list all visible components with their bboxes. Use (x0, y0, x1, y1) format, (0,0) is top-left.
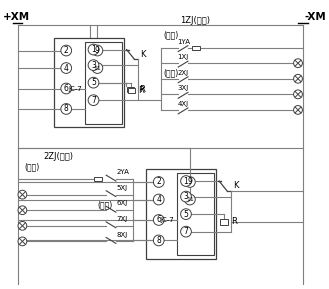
Text: 1: 1 (184, 177, 189, 186)
Text: K: K (233, 181, 238, 190)
Text: K: K (140, 50, 146, 59)
Text: 3: 3 (184, 192, 189, 201)
Text: 1YA: 1YA (177, 39, 190, 45)
Bar (146, 169, 216, 259)
Text: 3: 3 (91, 61, 96, 70)
Text: 1XJ: 1XJ (177, 54, 189, 60)
Bar (94, 177, 102, 181)
Circle shape (61, 83, 72, 94)
Text: 7: 7 (91, 96, 96, 105)
Circle shape (92, 45, 103, 56)
Circle shape (153, 177, 164, 187)
Text: 4XJ: 4XJ (177, 101, 189, 107)
Text: 11: 11 (186, 197, 194, 202)
Circle shape (181, 176, 191, 186)
Text: 2YA: 2YA (117, 169, 130, 175)
Text: 4: 4 (64, 64, 69, 73)
Text: 5: 5 (91, 78, 96, 87)
Circle shape (153, 215, 164, 225)
Text: 6: 6 (156, 216, 161, 225)
Circle shape (185, 194, 195, 205)
Circle shape (88, 60, 99, 71)
Text: 1: 1 (91, 45, 96, 54)
Circle shape (153, 194, 164, 205)
Circle shape (293, 74, 302, 83)
Text: 2: 2 (64, 46, 68, 55)
Text: R: R (139, 85, 145, 94)
Bar (127, 87, 134, 92)
Text: 2XJ: 2XJ (177, 70, 189, 76)
Text: 5: 5 (184, 210, 189, 219)
Circle shape (88, 95, 99, 105)
Text: (试验): (试验) (164, 31, 179, 40)
Circle shape (61, 103, 72, 114)
Text: 8: 8 (156, 236, 161, 245)
Text: R: R (231, 217, 237, 226)
Circle shape (88, 77, 99, 88)
Circle shape (153, 235, 164, 246)
Circle shape (61, 63, 72, 73)
Text: -XM: -XM (305, 12, 327, 22)
Circle shape (88, 44, 99, 55)
Text: 9: 9 (95, 46, 100, 55)
Text: 2: 2 (156, 177, 161, 186)
Circle shape (293, 105, 302, 114)
Text: (启动): (启动) (164, 69, 179, 78)
Text: 3XJ: 3XJ (177, 86, 189, 91)
Circle shape (293, 90, 302, 99)
Circle shape (18, 190, 27, 199)
Text: R: R (138, 86, 144, 95)
Text: 6: 6 (64, 84, 69, 93)
Bar (54, 38, 124, 127)
Circle shape (293, 59, 302, 68)
Text: 9: 9 (188, 177, 192, 186)
Circle shape (181, 226, 191, 237)
Text: 7XJ: 7XJ (117, 216, 128, 222)
Text: (试验): (试验) (24, 162, 39, 171)
Text: 2ZJ(复归): 2ZJ(复归) (44, 152, 74, 161)
Bar (85, 42, 122, 124)
Circle shape (181, 209, 191, 219)
Bar (177, 173, 214, 255)
Text: JC-7: JC-7 (68, 86, 82, 92)
Text: +XM: +XM (3, 12, 30, 22)
Text: 5XJ: 5XJ (117, 185, 128, 191)
Bar (192, 46, 200, 49)
Circle shape (18, 206, 27, 215)
Circle shape (18, 221, 27, 230)
Circle shape (61, 45, 72, 56)
Text: 8: 8 (64, 104, 68, 114)
Circle shape (185, 177, 195, 187)
Bar (128, 88, 135, 93)
Text: (启动): (启动) (97, 200, 113, 209)
Text: 6XJ: 6XJ (117, 200, 128, 206)
Text: 4: 4 (156, 195, 161, 204)
Text: 7: 7 (184, 227, 189, 236)
Text: 1ZJ(复归): 1ZJ(复归) (180, 16, 210, 25)
Circle shape (181, 191, 191, 202)
Bar (220, 219, 228, 225)
Text: 8XJ: 8XJ (117, 231, 128, 238)
Circle shape (92, 63, 103, 73)
Circle shape (18, 237, 27, 246)
Text: 11: 11 (93, 66, 101, 71)
Text: JC-7: JC-7 (161, 217, 174, 223)
